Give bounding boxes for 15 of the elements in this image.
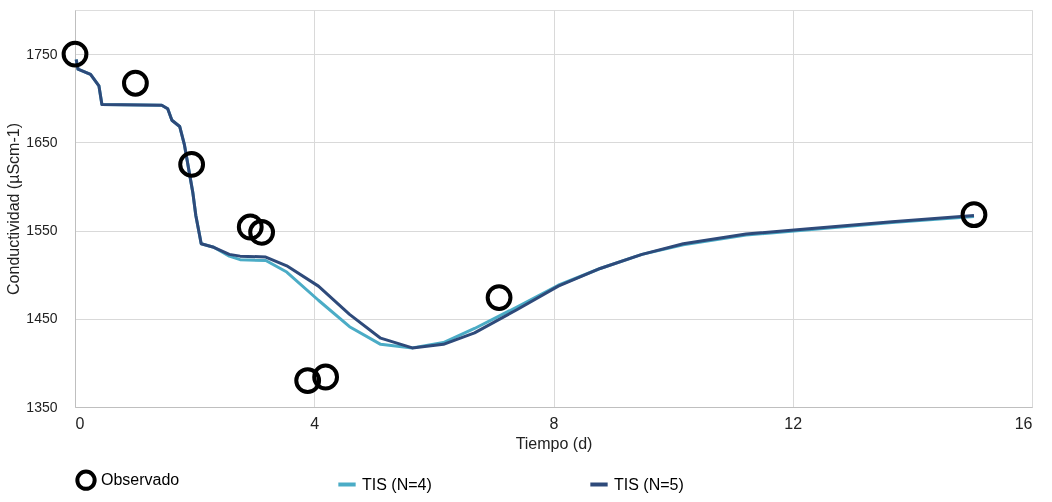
x-axis-title: Tiempo (d): [515, 434, 593, 452]
legend-label: Observado: [101, 471, 180, 489]
x-tick-label: 4: [310, 414, 320, 432]
x-tick-label: 16: [1014, 414, 1033, 432]
x-tick-label: 0: [75, 414, 85, 432]
y-tick-label: 1550: [26, 222, 58, 239]
y-tick-label: 1350: [26, 398, 58, 415]
y-tick-label: 1450: [26, 310, 58, 327]
y-axis-title: Conductividad (µScm-1): [5, 123, 23, 295]
legend-label: TIS (N=4): [362, 475, 432, 493]
y-tick-label: 1750: [26, 45, 58, 62]
y-tick-label: 1650: [26, 133, 58, 150]
x-tick-label: 12: [784, 414, 803, 432]
legend-label: TIS (N=5): [614, 475, 684, 493]
x-tick-label: 8: [549, 414, 559, 432]
